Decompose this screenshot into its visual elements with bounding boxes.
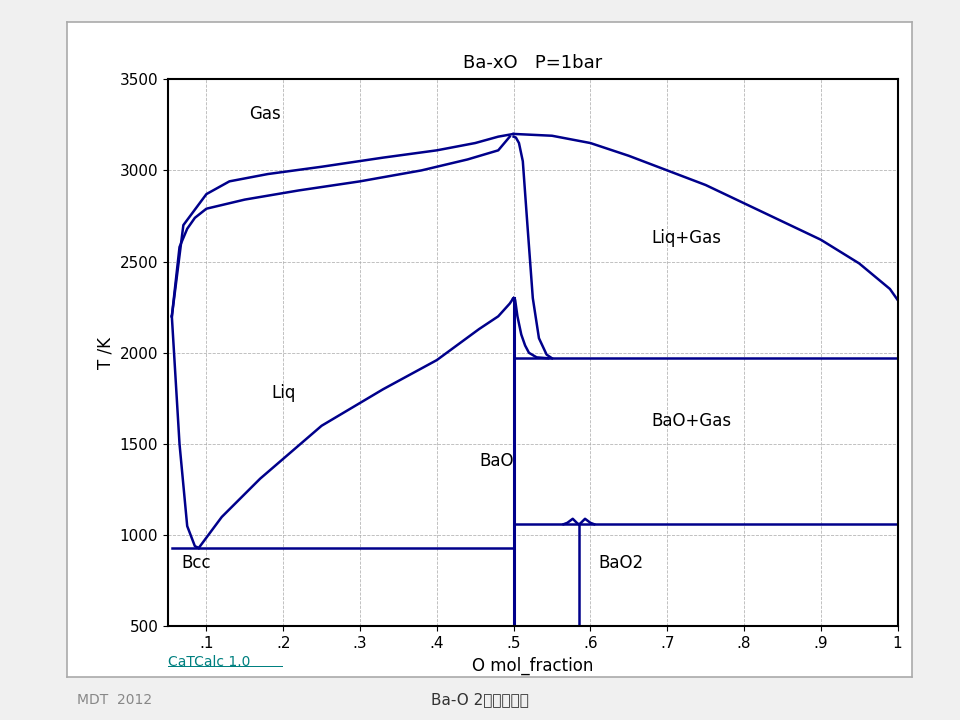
Text: CaTCalc 1.0: CaTCalc 1.0 <box>168 655 251 669</box>
Title: Ba-xO   P=1bar: Ba-xO P=1bar <box>463 54 603 72</box>
Text: MDT  2012: MDT 2012 <box>77 693 152 707</box>
X-axis label: O mol_fraction: O mol_fraction <box>472 657 593 675</box>
Text: BaO: BaO <box>479 452 514 470</box>
Text: Bcc: Bcc <box>181 554 211 572</box>
Y-axis label: T /K: T /K <box>96 337 114 369</box>
Text: Gas: Gas <box>249 105 280 123</box>
Text: Liq: Liq <box>272 384 296 402</box>
Text: Liq+Gas: Liq+Gas <box>652 230 722 248</box>
Text: Ba-O 2元系状態図: Ba-O 2元系状態図 <box>431 692 529 707</box>
Text: BaO+Gas: BaO+Gas <box>652 412 732 430</box>
Text: BaO2: BaO2 <box>598 554 643 572</box>
